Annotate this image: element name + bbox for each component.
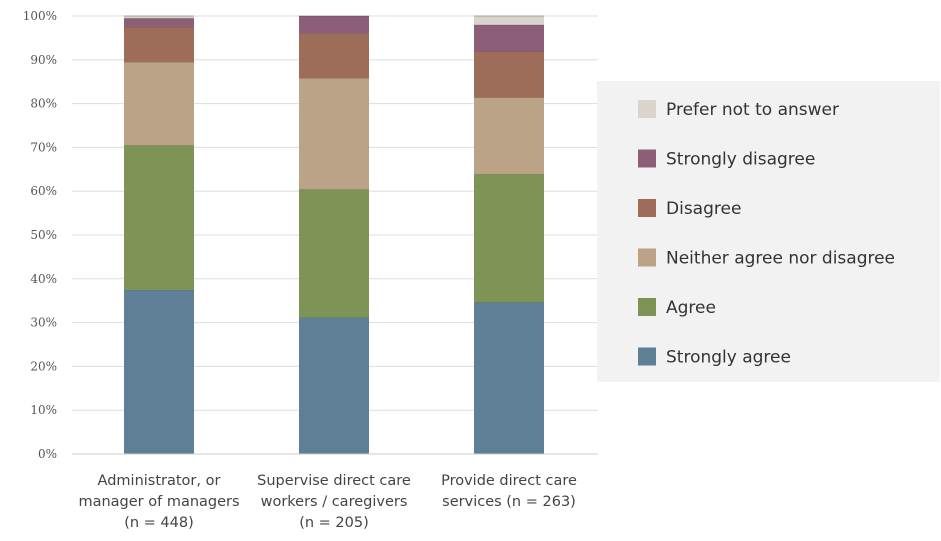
y-tick-label: 30% (30, 316, 57, 330)
x-category-label: Supervise direct care (257, 473, 411, 489)
bar-segment-strongly-agree (124, 289, 194, 454)
legend-label: Neither agree nor disagree (666, 249, 895, 269)
legend-label: Agree (666, 298, 716, 318)
legend-swatch (638, 248, 656, 267)
bar-segment-neither-agree-nor-disagree (299, 78, 369, 190)
legend-label: Strongly agree (666, 348, 791, 368)
legend-label: Disagree (666, 199, 741, 219)
y-tick-label: 50% (30, 228, 57, 242)
legend-swatch (638, 100, 656, 118)
bar-segment-strongly-agree (299, 317, 369, 454)
y-axis: 0% 10% 20% 30% 40% 50% 60% 70% 80% 90% 100% (23, 9, 57, 461)
legend-label: Prefer not to answer (666, 100, 839, 120)
y-tick-label: 90% (30, 53, 57, 67)
legend-swatch (638, 347, 656, 366)
bar-segment-strongly-disagree (124, 18, 194, 27)
y-tick-label: 20% (30, 359, 57, 373)
bar-segment-strongly-agree (474, 302, 544, 454)
bar-segment-strongly-disagree (299, 16, 369, 34)
y-tick-label: 80% (30, 97, 57, 111)
bar-segment-disagree (299, 33, 369, 79)
bar-segment-agree (299, 189, 369, 318)
legend-swatch (638, 298, 656, 316)
x-axis: Administrator, or manager of managers (n =… (72, 453, 598, 531)
y-tick-label: 10% (30, 403, 57, 417)
legend: Prefer not to answer Strongly disagree Dis… (597, 81, 940, 382)
y-tick-label: 60% (30, 184, 57, 198)
bar-segment-agree (124, 145, 194, 290)
legend-swatch (638, 149, 656, 168)
y-tick-label: 100% (23, 9, 57, 23)
y-tick-label: 0% (38, 447, 57, 461)
bar-segment-disagree (124, 26, 194, 62)
bar-segment-strongly-disagree (474, 24, 544, 52)
x-category-label: (n = 448) (124, 515, 194, 531)
bars (124, 15, 544, 454)
bar-segment-neither-agree-nor-disagree (474, 97, 544, 175)
x-category-label: (n = 205) (299, 515, 369, 531)
legend-label: Strongly disagree (666, 150, 815, 170)
bar-segment-neither-agree-nor-disagree (124, 61, 194, 146)
x-category-label: Administrator, or (98, 473, 221, 489)
legend-box (597, 81, 940, 382)
x-category-label: services (n = 263) (442, 494, 576, 510)
bar-segment-prefer-not-to-answer (474, 16, 544, 25)
legend-swatch (638, 199, 656, 217)
x-category-label: Provide direct care (441, 473, 577, 489)
x-category-label: workers / caregivers (261, 494, 408, 510)
bar-segment-agree (474, 174, 544, 303)
y-tick-label: 70% (30, 140, 57, 154)
y-tick-label: 40% (30, 272, 57, 286)
x-category-label: manager of managers (78, 494, 239, 510)
bar-segment-prefer-not-to-answer (124, 16, 194, 19)
bar-segment-disagree (474, 51, 544, 98)
